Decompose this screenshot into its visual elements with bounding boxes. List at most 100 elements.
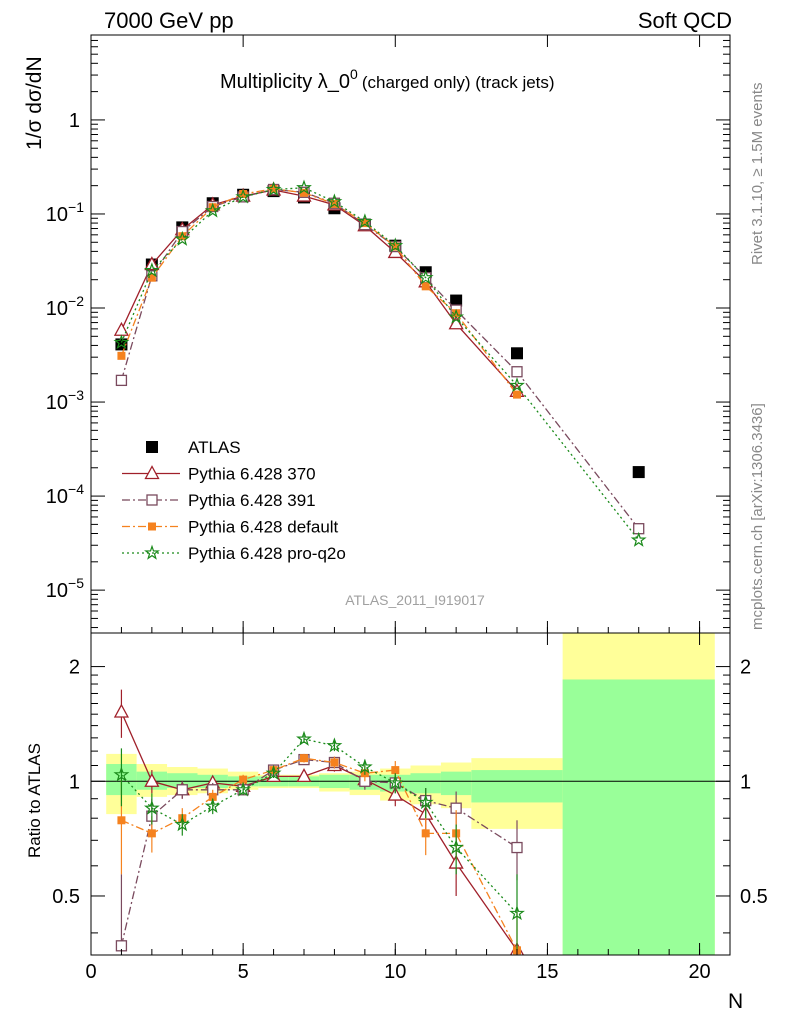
chart-title-suffix: (charged only) (track jets) xyxy=(362,73,555,92)
ratio-uncertainty-bands xyxy=(106,633,715,955)
legend-marker-0 xyxy=(146,441,158,453)
ratio-point-3-11 xyxy=(448,839,464,855)
ratio-y-tick-label-1: 1 xyxy=(69,771,80,793)
main-point-0-11 xyxy=(450,294,463,307)
main-point-0-13 xyxy=(632,466,645,479)
axes-group: 0 5 10 15 20 10−5 10−4 10−3 10−2 10−1 1 0.5 0.5 1 1 2 2 xyxy=(46,34,768,983)
main-point-3-10 xyxy=(421,282,430,291)
main-point-4-5 xyxy=(265,181,282,197)
main-point-4-0 xyxy=(113,334,130,350)
legend-marker-4 xyxy=(144,544,160,560)
ratio-point-3-2 xyxy=(174,816,191,832)
chart-title-main: Multiplicity λ_0 xyxy=(220,71,350,93)
ratio-series-group xyxy=(113,689,525,955)
green-band-2 xyxy=(167,773,198,789)
main-point-2-12 xyxy=(511,366,523,378)
main-point-2-0 xyxy=(115,374,128,387)
legend: ATLAS Pythia 6.428 370 Pythia 6.428 391 Pyt… xyxy=(122,438,346,563)
main-point-4-3 xyxy=(204,202,221,218)
x-tick-label-2: 10 xyxy=(384,961,406,983)
main-point-0-12 xyxy=(511,347,523,360)
main-series-4 xyxy=(113,179,647,547)
main-point-4-1 xyxy=(143,262,160,278)
legend-label-3: Pythia 6.428 default xyxy=(188,518,339,537)
main-point-1-11 xyxy=(448,315,464,330)
legend-item-2: Pythia 6.428 391 xyxy=(122,491,316,510)
main-point-3-9 xyxy=(391,242,400,251)
main-series-line-1 xyxy=(120,189,518,392)
main-series-line-4 xyxy=(120,187,640,541)
main-point-4-13 xyxy=(630,531,647,547)
main-series-1 xyxy=(113,181,525,397)
ratio-point-3-7 xyxy=(326,737,343,753)
ratio-point-2-10 xyxy=(421,829,430,838)
ratio-point-3-4 xyxy=(235,781,252,797)
legend-marker-2 xyxy=(146,494,158,506)
chart-title: Multiplicity λ_00 (charged only) (track j… xyxy=(220,66,555,93)
ratio-point-3-8 xyxy=(356,758,373,774)
main-point-4-12 xyxy=(509,377,525,393)
ratio-y-tick-label-right-0: 0.5 xyxy=(740,886,768,908)
main-point-4-10 xyxy=(417,269,434,285)
main-point-3-6 xyxy=(300,188,308,197)
legend-item-4: Pythia 6.428 pro-q2o xyxy=(122,544,346,563)
legend-label-0: ATLAS xyxy=(188,438,241,457)
watermark-label: ATLAS_2011_I919017 xyxy=(345,592,485,608)
ratio-point-3-10 xyxy=(417,794,434,810)
legend-item-1: Pythia 6.428 370 xyxy=(122,465,316,484)
ratio-point-3-5 xyxy=(265,764,282,781)
green-band-13 xyxy=(562,679,715,955)
main-point-3-0 xyxy=(117,351,126,360)
legend-marker-3 xyxy=(148,522,156,531)
main-series-line-3 xyxy=(120,188,518,395)
main-point-4-8 xyxy=(356,213,373,229)
main-point-3-4 xyxy=(239,190,248,199)
main-plot-frame xyxy=(90,34,731,634)
main-point-1-0 xyxy=(113,321,130,336)
ratio-point-1-2 xyxy=(176,784,188,796)
main-point-3-2 xyxy=(178,232,187,241)
ratio-point-2-3 xyxy=(208,792,217,801)
ratio-point-3-6 xyxy=(296,730,312,746)
ratio-point-3-12 xyxy=(509,905,525,921)
chart-title-sup: 0 xyxy=(350,66,358,82)
main-y-tick-label-0: 10−5 xyxy=(46,575,84,602)
main-point-3-5 xyxy=(269,184,278,193)
green-band-11 xyxy=(440,771,472,796)
main-point-3-8 xyxy=(360,219,369,228)
ratio-point-3-1 xyxy=(143,799,160,815)
ratio-point-2-4 xyxy=(239,775,248,784)
ratio-point-3-0 xyxy=(113,766,130,782)
main-y-tick-label-2: 10−3 xyxy=(46,387,84,414)
x-axis-label: N xyxy=(728,990,743,1013)
ratio-point-1-12 xyxy=(511,841,523,854)
ratio-plot-frame xyxy=(90,632,731,956)
main-point-3-11 xyxy=(452,309,461,318)
ratio-point-3-3 xyxy=(204,797,221,813)
legend-item-3: Pythia 6.428 default xyxy=(122,518,339,537)
ratio-series-body-3 xyxy=(113,730,525,951)
main-y-axis-label: 1/σ dσ/dN xyxy=(23,56,46,150)
main-point-4-9 xyxy=(387,237,404,253)
ratio-point-0-9 xyxy=(387,786,403,801)
ratio-series-3 xyxy=(113,730,525,951)
main-y-tick-label-5: 1 xyxy=(69,110,80,132)
main-point-4-11 xyxy=(448,308,465,324)
legend-label-1: Pythia 6.428 370 xyxy=(188,465,316,484)
main-y-tick-label-1: 10−4 xyxy=(46,481,84,508)
ratio-point-3-9 xyxy=(387,774,404,790)
main-point-3-3 xyxy=(208,203,217,212)
ratio-point-0-6 xyxy=(296,768,312,783)
ratio-point-2-9 xyxy=(391,766,400,775)
ratio-point-2-6 xyxy=(300,754,308,763)
main-point-4-6 xyxy=(296,179,312,195)
legend-item-0: ATLAS xyxy=(146,438,241,457)
legend-label-4: Pythia 6.428 pro-q2o xyxy=(188,544,346,563)
ratio-point-2-7 xyxy=(330,758,339,767)
source-side-text: mcplots.cern.ch [arXiv:1306.3436] xyxy=(749,403,766,630)
x-tick-label-3: 15 xyxy=(536,961,558,983)
ratio-y-tick-label-2: 2 xyxy=(69,657,80,679)
ratio-y-tick-label-0: 0.5 xyxy=(52,886,80,908)
ratio-point-0-1 xyxy=(144,772,160,787)
